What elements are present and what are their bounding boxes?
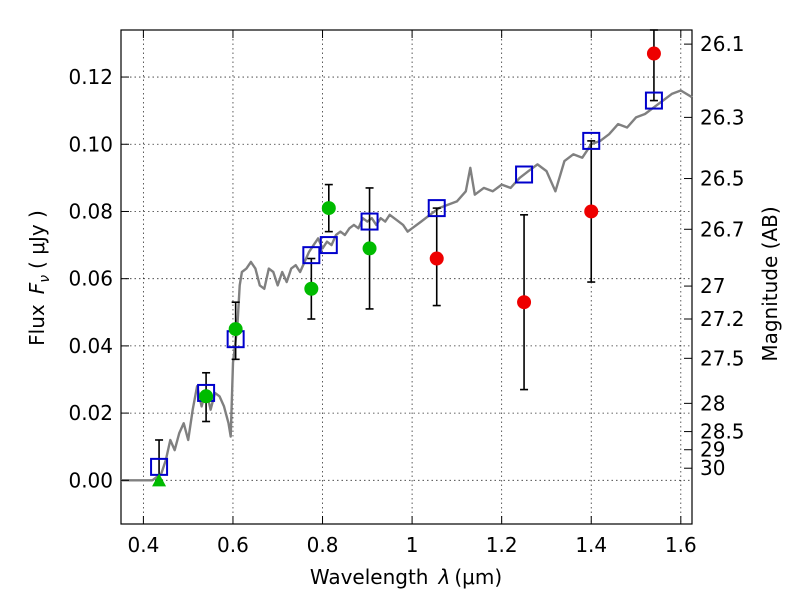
y-axis-label: Flux Fν ( μJy ) (25, 210, 53, 346)
green-circle-marker (321, 201, 336, 216)
y-axis-label-unit: ( μJy ) (25, 210, 49, 269)
y-tick-label: 0.08 (68, 199, 113, 223)
green-triangle-marker (152, 473, 167, 487)
model-square-marker (302, 246, 321, 265)
y2-tick-label: 28.5 (700, 420, 745, 444)
y2-tick-label: 26.7 (700, 217, 745, 241)
x-axis-label-unit: (μm) (454, 565, 502, 589)
model-square-marker (360, 212, 379, 231)
green-circle-marker (304, 281, 319, 296)
y-axis-label-text: Flux (25, 304, 49, 346)
y2-tick-label: 27.5 (700, 346, 745, 370)
y2-tick-label: 26.3 (700, 105, 745, 129)
model-square-marker (427, 199, 446, 218)
y-tick-label: 0.06 (68, 267, 113, 291)
red-circle-marker (646, 46, 661, 61)
spectrum-line (121, 89, 693, 482)
y2-tick-label: 26.1 (700, 32, 745, 56)
x-tick-label: 0.8 (307, 533, 339, 557)
y-axis-label-subscript: ν (37, 275, 53, 283)
y2-axis-label: Magnitude (AB) (758, 206, 782, 361)
y-tick-label: 0.02 (68, 401, 113, 425)
x-tick-label: 1.6 (665, 533, 697, 557)
y2-tick-label: 29 (700, 438, 725, 462)
y2-tick-label: 27.2 (700, 307, 745, 331)
y-tick-label: 0.00 (68, 468, 113, 492)
y-tick-label: 0.12 (68, 65, 113, 89)
y2-tick-label: 26.5 (700, 167, 745, 191)
x-axis-label-text: Wavelength (310, 565, 429, 589)
plot-frame (120, 29, 693, 525)
green-circle-marker (199, 389, 214, 404)
green-circle-marker (362, 241, 377, 256)
x-tick-label: 0.4 (127, 533, 159, 557)
ticks: 0.4 0.6 0.8 1 1.2 1.4 1.6 0.00 0.02 0.04 0.06 0.08 0… (68, 30, 745, 557)
y2-tick-label: 30 (700, 456, 725, 480)
model-square-marker (515, 165, 534, 184)
y2-tick-label: 27 (700, 274, 725, 298)
red-circle-marker (584, 204, 599, 219)
red-circle-marker (517, 295, 532, 310)
markers (150, 46, 663, 487)
red-circle-marker (429, 251, 444, 266)
y-tick-label: 0.04 (68, 334, 113, 358)
x-tick-label: 0.6 (217, 533, 249, 557)
green-circle-marker (228, 322, 243, 337)
x-tick-label: 1 (406, 533, 419, 557)
model-square-marker (644, 91, 663, 110)
x-tick-label: 1.2 (486, 533, 518, 557)
x-tick-label: 1.4 (575, 533, 607, 557)
x-axis-label-symbol: λ (438, 565, 451, 589)
grid (121, 30, 692, 524)
model-square-marker (319, 236, 338, 255)
x-axis-label: Wavelength λ (μm) (310, 565, 502, 589)
y-tick-label: 0.10 (68, 132, 113, 156)
y-axis-label-symbol: F (25, 282, 49, 294)
spectrum-layer (121, 89, 693, 482)
model-square-marker (582, 131, 601, 150)
y2-tick-label: 28 (700, 391, 725, 415)
